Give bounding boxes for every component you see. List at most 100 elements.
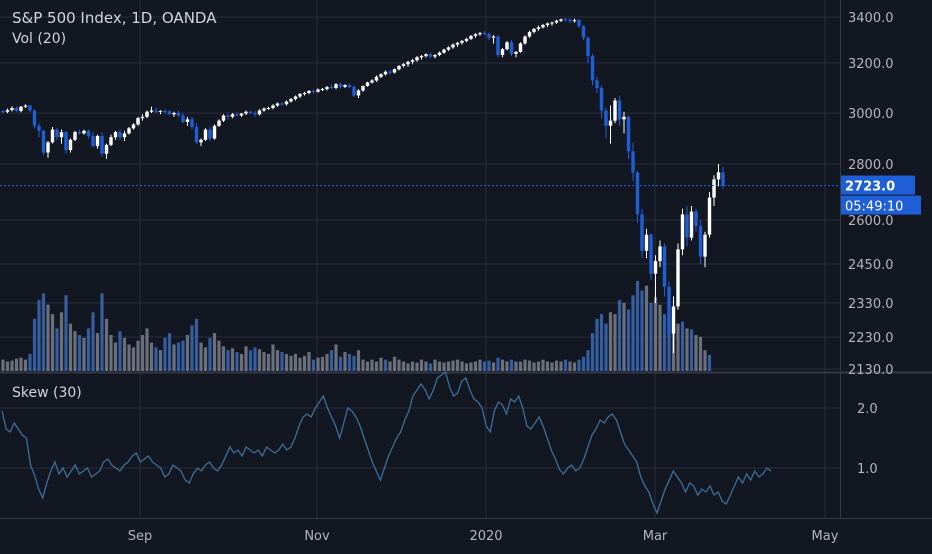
candle-body [554, 20, 559, 23]
price-tick-label: 2600.0 [848, 214, 894, 229]
volume-bar [689, 329, 694, 371]
candle-body [14, 108, 19, 111]
volume-bar [212, 333, 217, 371]
candle-body [604, 110, 608, 126]
volume-bar [361, 359, 365, 371]
candle-body [271, 105, 275, 108]
volume-bar [19, 357, 23, 371]
candle-body [365, 82, 370, 86]
candle-body [451, 44, 455, 48]
candle-body [577, 20, 581, 27]
candle-body [401, 64, 406, 66]
candle-body [392, 69, 397, 73]
volume-bar [347, 353, 352, 371]
volume-bar [446, 361, 451, 371]
volume-bar [532, 362, 536, 371]
candle-body [320, 89, 325, 90]
candle-body [118, 132, 122, 138]
candle-body [415, 57, 419, 61]
candle-body [442, 49, 446, 53]
volume-bar [325, 353, 329, 371]
price-tick-label: 2230.0 [848, 331, 894, 346]
candle-body [136, 118, 140, 125]
candle-body [397, 66, 401, 70]
volume-bar [505, 361, 509, 371]
candle-body [545, 23, 550, 26]
volume-bar [86, 328, 91, 371]
volume-bar [658, 304, 662, 371]
volume-bar [707, 354, 712, 371]
candle-body [154, 110, 158, 112]
volume-bar [91, 312, 95, 371]
volume-bar [415, 362, 419, 371]
candle-body [140, 116, 145, 119]
volume-bar [307, 352, 311, 371]
volume-bar [680, 321, 685, 371]
volume-bar [230, 348, 235, 371]
price-tick-label: 2130.0 [848, 363, 894, 378]
candle-body [86, 130, 91, 136]
volume-bar [158, 350, 163, 371]
candle-body [293, 96, 298, 99]
volume-bar [37, 299, 41, 371]
candle-body [631, 151, 635, 173]
volume-bar [500, 359, 505, 371]
candle-body [473, 34, 478, 36]
volume-bar [41, 293, 46, 371]
candle-body [122, 133, 127, 138]
candle-body [653, 261, 658, 274]
time-tick-label: 2020 [469, 529, 502, 544]
candle-body [694, 211, 698, 226]
volume-bar [536, 361, 541, 371]
candle-body [536, 27, 541, 29]
volume-bar [77, 335, 82, 371]
candle-body [541, 25, 545, 28]
volume-bar [154, 347, 158, 371]
candle-body [491, 36, 496, 38]
candle-body [469, 35, 473, 39]
candle-body [289, 99, 293, 102]
volume-bar [122, 337, 127, 371]
volume-bar [127, 344, 131, 371]
volume-bar [64, 295, 68, 371]
candle-body [500, 49, 505, 55]
volume-bar [334, 344, 338, 371]
candle-body [514, 51, 518, 54]
candle-body [212, 125, 217, 139]
volume-bar [482, 361, 487, 371]
candle-body [59, 132, 64, 138]
volume-bar [50, 314, 55, 371]
volume-bar [59, 312, 64, 371]
candle-body [437, 52, 442, 55]
volume-bar [167, 333, 172, 371]
volume-bar [640, 290, 644, 371]
candle-body [203, 129, 208, 140]
volume-bar [401, 361, 406, 371]
candle-body [410, 60, 415, 62]
volume-bar [275, 350, 280, 371]
candle-body [685, 214, 689, 238]
volume-bar [631, 295, 635, 371]
volume-bar [491, 362, 496, 371]
volume-bar [194, 318, 199, 371]
candle-body [379, 74, 383, 77]
candle-body [523, 36, 527, 44]
volume-bar [509, 359, 514, 371]
volume-bar [487, 360, 491, 371]
candle-body [406, 61, 410, 65]
volume-bar [14, 358, 19, 371]
candle-body [496, 36, 500, 55]
time-tick-label: Mar [643, 529, 668, 544]
candle-body [325, 87, 329, 89]
volume-bar [392, 356, 397, 371]
candle-body [487, 34, 491, 38]
volume-bar [208, 337, 212, 371]
volume-bar [199, 342, 203, 371]
candle-body [716, 172, 721, 180]
volume-bar [311, 359, 316, 371]
volume-bar [217, 340, 221, 371]
candle-body [352, 87, 356, 96]
volume-bar [145, 328, 149, 371]
volume-bar [248, 350, 253, 371]
